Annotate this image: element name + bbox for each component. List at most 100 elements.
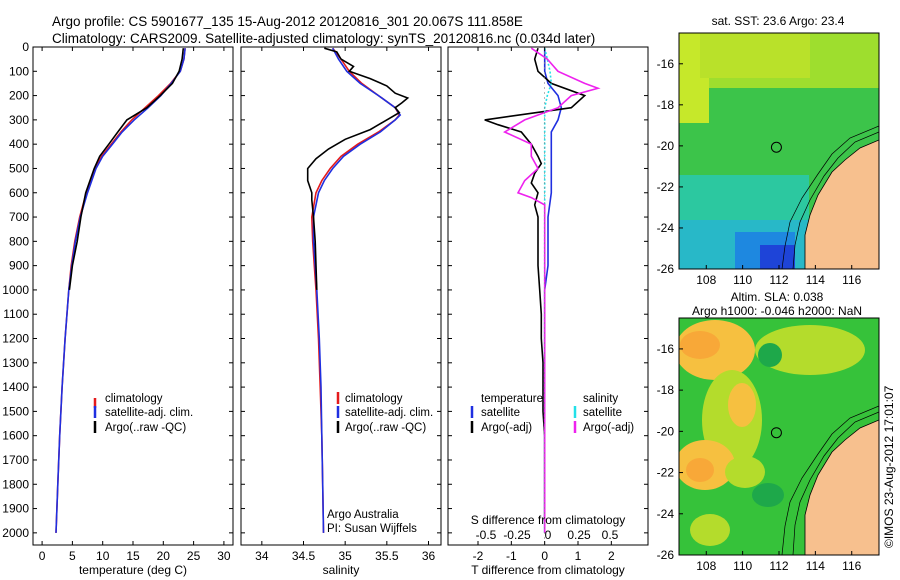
sla-high-anomaly: [755, 325, 865, 375]
legend-label-s-satellite: satellite: [583, 407, 622, 419]
sla-high-anomaly: [725, 456, 765, 488]
s-diff-tick: -0.25: [503, 528, 531, 542]
x-tick-label: 25: [187, 549, 201, 563]
x-tick-label: 15: [126, 549, 140, 563]
map-y-tick-label: -24: [657, 507, 675, 521]
x-tick-label: 0: [541, 549, 548, 563]
sla-map-title-line1: Altim. SLA: 0.038: [731, 290, 824, 304]
sst-warm-patch: [700, 33, 810, 78]
sla-map-axes: 108 110 112 114 116 -16 -18 -20 -22 -24 -26: [657, 342, 862, 573]
series-group: [484, 47, 601, 533]
series-line-salinity-argo-adj-: [502, 47, 601, 533]
y-tick-label: 0: [22, 40, 29, 54]
x-tick-label: 2: [608, 549, 615, 563]
sst-isobath: [781, 125, 879, 269]
map-x-tick-label: 114: [806, 559, 825, 573]
y-tick-label: 1500: [2, 404, 29, 418]
series-line-temperature-argo-adj-: [484, 47, 587, 521]
sst-map-axes: 108 110 112 114 116 -16 -18 -20 -22 -24 -26: [657, 57, 862, 287]
x-tick-label: 1: [575, 549, 582, 563]
map-x-tick-label: 108: [696, 559, 716, 573]
series-line-climatology: [55, 48, 186, 533]
x-tick-label: -2: [473, 549, 484, 563]
annotation-pi: PI: Susan Wijffels: [327, 523, 417, 535]
sst-coldest-patch: [760, 245, 795, 269]
sla-high-anomaly: [728, 383, 756, 427]
y-tick-label: 1600: [2, 429, 29, 443]
y-tick-label: 1800: [2, 477, 29, 491]
map-y-tick-label: -22: [657, 180, 675, 194]
series-group: [306, 47, 410, 533]
y-tick-label: 1200: [2, 332, 29, 346]
axes-frame: [447, 46, 649, 546]
temperature-panel: 0100200300400500600700800900100011001200…: [2, 40, 234, 563]
s-diff-tick: 0.25: [567, 528, 591, 542]
axes-frame: [240, 46, 442, 546]
series-line-argo-raw-qc-: [68, 48, 185, 290]
sst-map: sat. SST: 23.6 Argo: 23.4 108 110 112 114 11…: [657, 14, 880, 287]
y-tick-label: 2000: [2, 526, 29, 540]
series-line-satellite-adj-clim-: [312, 47, 402, 533]
argo-location-marker: [770, 427, 782, 439]
difference-legend: temperature salinity satellite Argo(-adj…: [470, 393, 634, 434]
x-tick-label: 36: [422, 549, 436, 563]
legend-title-salinity: salinity: [583, 393, 618, 405]
y-tick-label: 100: [9, 64, 29, 78]
y-tick-label: 1000: [2, 283, 29, 297]
y-tick-label: 700: [9, 210, 29, 224]
sla-field: [679, 318, 879, 555]
annotation-argo-australia: Argo Australia: [327, 509, 399, 521]
sla-high-anomaly: [686, 458, 714, 482]
header-title-line2: Climatology: CARS2009. Satellite-adjuste…: [52, 31, 595, 46]
y-tick-label: 300: [9, 113, 29, 127]
salinity-legend: climatology satellite-adj. clim. Argo(..…: [327, 392, 433, 535]
y-tick-label: 1900: [2, 502, 29, 516]
map-x-tick-label: 116: [842, 559, 861, 573]
x-axis-label-temperature: temperature (deg C): [79, 563, 187, 577]
temperature-legend: climatology satellite-adj. clim. Argo(..…: [93, 393, 193, 434]
difference-panel: -2 -1 0 1 2: [447, 46, 649, 563]
x-tick-label: 30: [217, 549, 231, 563]
map-x-tick-label: 116: [842, 273, 861, 287]
map-y-tick-label: -20: [657, 139, 675, 153]
series-line-satellite-adj-clim-: [55, 48, 186, 533]
sla-high-anomaly: [690, 514, 730, 546]
sla-map-title-line2: Argo h1000: -0.046 h2000: NaN: [692, 304, 862, 318]
sla-high-anomaly: [680, 331, 720, 359]
header-title-line1: Argo profile: CS 5901677_135 15-Aug-2012…: [52, 14, 523, 29]
x-tick-label: 35: [338, 549, 352, 563]
map-y-tick-label: -18: [657, 383, 675, 397]
sla-low-anomaly: [752, 483, 784, 507]
x-tick-label: 0: [39, 549, 46, 563]
salinity-panel: 34 34.5 35 35.5 36: [240, 46, 442, 563]
s-diff-tick: -0.5: [476, 528, 497, 542]
map-y-tick-label: -20: [657, 424, 675, 438]
map-x-tick-label: 114: [806, 273, 825, 287]
y-tick-label: 1400: [2, 380, 29, 394]
imos-stamp: ©IMOS 23-Aug-2012 17:01:07: [882, 385, 896, 548]
s-difference-ticks: -0.5 -0.25 0 0.25 0.5: [476, 528, 619, 542]
y-tick-label: 1100: [3, 307, 29, 321]
map-y-tick-label: -16: [657, 342, 675, 356]
sst-map-title: sat. SST: 23.6 Argo: 23.4: [712, 14, 845, 28]
series-line-salinity-satellite: [543, 48, 553, 533]
legend-label-s-argo: Argo(-adj): [583, 422, 634, 434]
map-y-tick-label: -24: [657, 221, 675, 235]
map-y-tick-label: -22: [657, 466, 675, 480]
x-axis-label-salinity: salinity: [323, 563, 360, 577]
y-tick-label: 900: [9, 259, 29, 273]
x-tick-label: 20: [157, 549, 171, 563]
x-axis-label-s-difference: S difference from climatology: [471, 513, 626, 527]
x-tick-label: -1: [506, 549, 517, 563]
x-tick-label: 35.5: [375, 549, 399, 563]
x-tick-label: 10: [96, 549, 110, 563]
map-y-tick-label: -18: [657, 98, 675, 112]
legend-label-satellite: satellite-adj. clim.: [105, 407, 193, 419]
y-tick-label: 200: [9, 89, 29, 103]
sla-isobath: [792, 411, 879, 555]
map-x-tick-label: 110: [733, 559, 752, 573]
legend-label-argo: Argo(..raw -QC): [345, 422, 426, 434]
sla-map: Altim. SLA: 0.038 Argo h1000: -0.046 h20…: [657, 290, 880, 573]
map-y-tick-label: -26: [657, 262, 675, 276]
